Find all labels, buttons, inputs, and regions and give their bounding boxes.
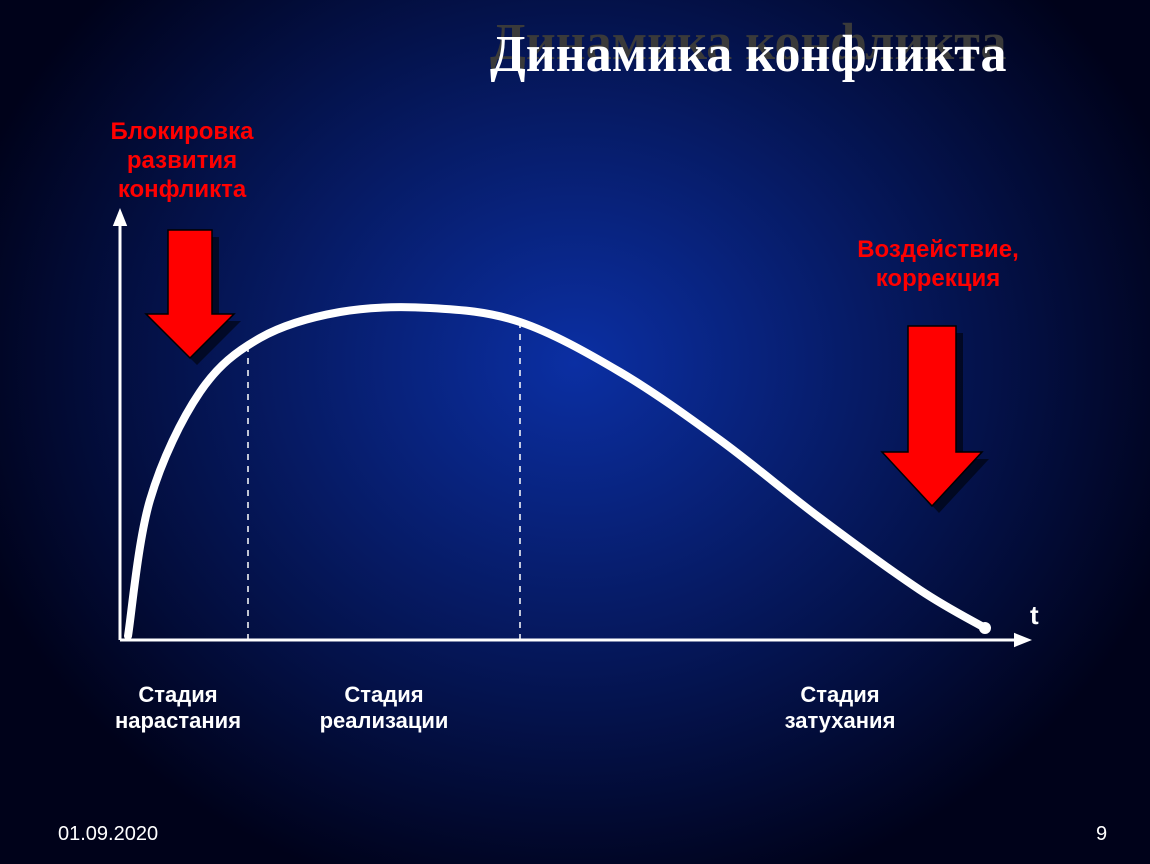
arrows-group (146, 230, 989, 513)
footer-date: 01.09.2020 (58, 823, 158, 846)
slide: Динамика конфликта Динамика конфликта Бл… (0, 0, 1150, 864)
axes-group (113, 208, 1032, 647)
dashed-group (248, 322, 520, 640)
curve-group (128, 307, 991, 636)
stage-label-fade: Стадия затухания (730, 682, 950, 734)
x-axis-title: t (1030, 600, 1039, 631)
stage-label-realization: Стадия реализации (274, 682, 494, 734)
stage-label-rise: Стадия нарастания (68, 682, 288, 734)
footer-page-number: 9 (1096, 823, 1107, 846)
chart-svg (0, 0, 1150, 864)
